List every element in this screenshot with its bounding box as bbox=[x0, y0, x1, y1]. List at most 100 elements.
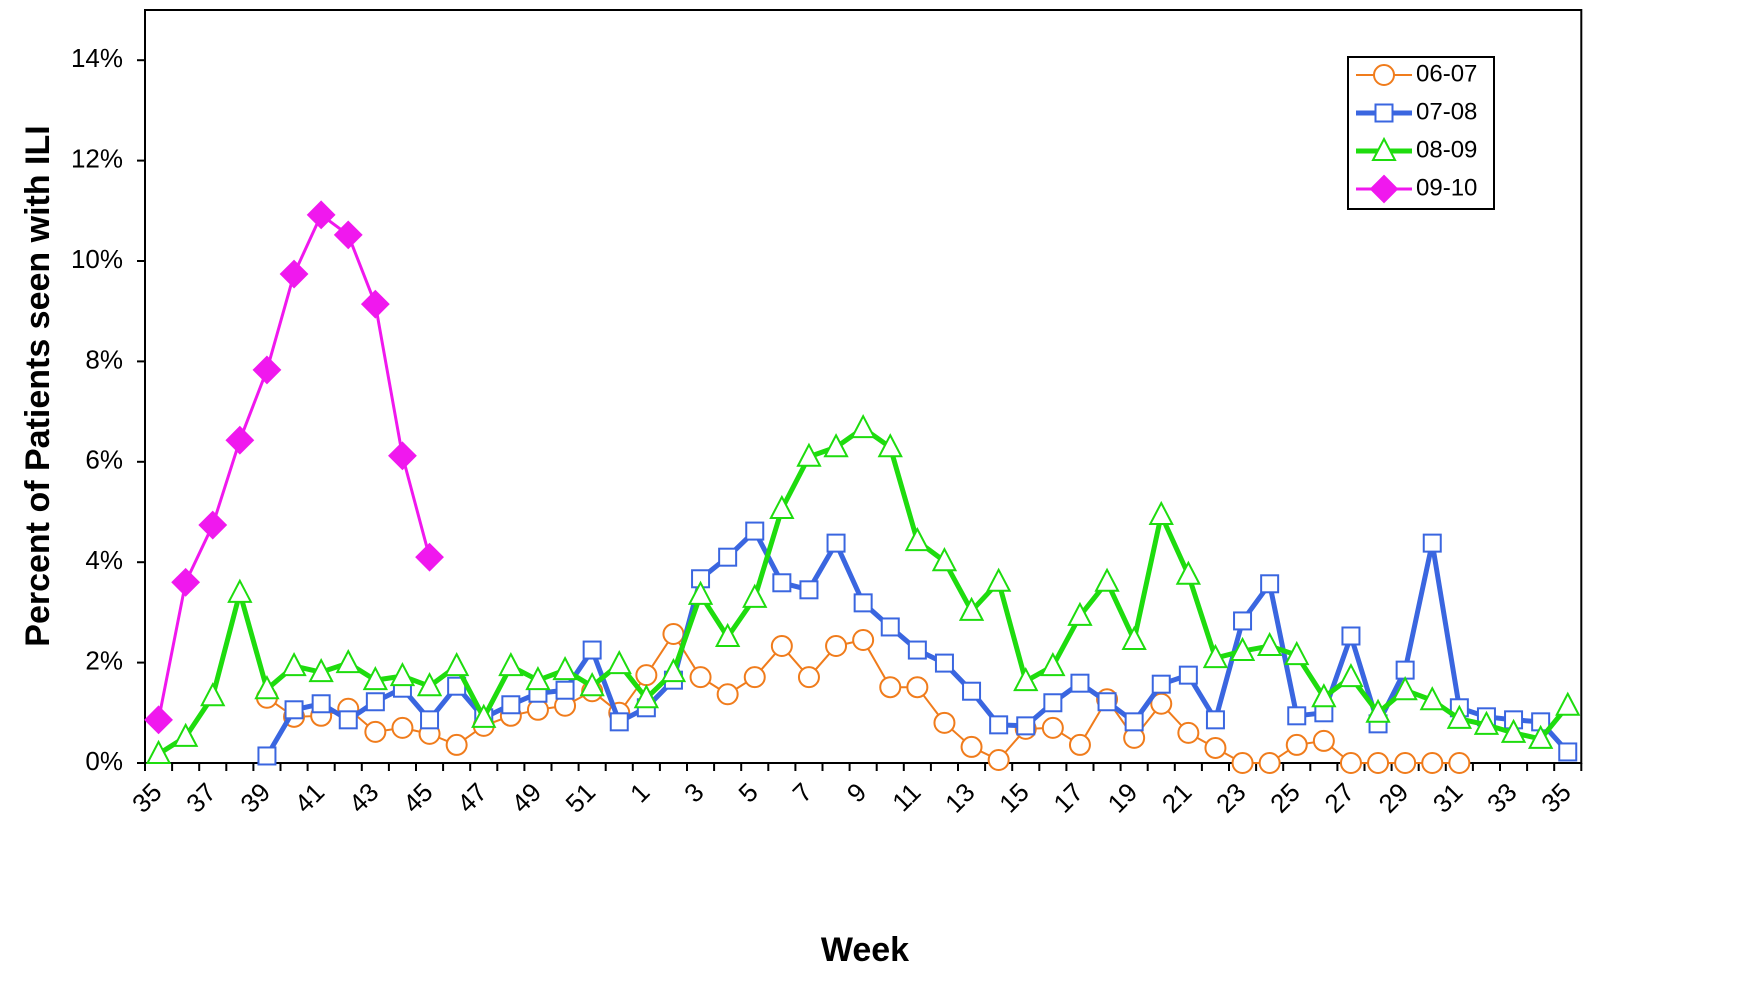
marker bbox=[555, 680, 575, 700]
marker bbox=[769, 494, 795, 519]
x-tick-label: 51 bbox=[560, 777, 602, 819]
x-tick-label: 9 bbox=[841, 777, 872, 808]
marker bbox=[880, 617, 900, 637]
marker bbox=[1121, 625, 1147, 651]
x-tick-label: 39 bbox=[234, 777, 276, 819]
legend-label: 06-07 bbox=[1416, 60, 1477, 87]
marker bbox=[1013, 667, 1039, 692]
marker bbox=[308, 657, 334, 683]
marker bbox=[799, 580, 819, 600]
marker bbox=[606, 649, 632, 675]
marker bbox=[714, 622, 741, 647]
marker bbox=[1041, 716, 1064, 739]
marker bbox=[365, 692, 385, 712]
marker bbox=[879, 676, 902, 699]
marker bbox=[1233, 611, 1253, 631]
marker bbox=[660, 657, 687, 683]
marker bbox=[1419, 686, 1445, 711]
marker bbox=[1287, 706, 1307, 726]
marker bbox=[1094, 567, 1120, 592]
marker bbox=[1555, 691, 1581, 716]
marker bbox=[934, 653, 954, 673]
marker bbox=[1339, 752, 1362, 774]
marker bbox=[770, 635, 793, 658]
marker bbox=[907, 640, 927, 660]
x-axis-title: Week bbox=[821, 931, 909, 969]
marker bbox=[797, 666, 820, 689]
marker bbox=[1040, 651, 1066, 677]
x-tick-label: 21 bbox=[1156, 777, 1198, 819]
marker bbox=[144, 705, 173, 735]
marker bbox=[933, 711, 956, 734]
marker bbox=[1258, 752, 1281, 774]
y-tick-label: 14% bbox=[71, 43, 123, 73]
marker bbox=[391, 716, 414, 739]
marker bbox=[1151, 674, 1171, 694]
legend-marker bbox=[1371, 136, 1397, 161]
marker bbox=[689, 666, 712, 689]
marker bbox=[1067, 601, 1093, 626]
marker bbox=[362, 666, 389, 691]
y-axis-title: Percent of Patients seen with ILI bbox=[19, 125, 57, 646]
marker bbox=[416, 672, 443, 697]
marker bbox=[609, 712, 629, 732]
marker bbox=[1558, 742, 1578, 762]
marker bbox=[772, 573, 792, 593]
x-tick-label: 11 bbox=[886, 777, 926, 817]
marker bbox=[525, 666, 551, 691]
marker bbox=[526, 698, 549, 721]
marker bbox=[1500, 718, 1527, 743]
marker bbox=[579, 672, 605, 697]
marker bbox=[850, 414, 876, 439]
marker bbox=[1392, 676, 1418, 701]
marker bbox=[1338, 663, 1364, 688]
marker bbox=[335, 648, 361, 674]
x-tick-label: 33 bbox=[1481, 777, 1523, 819]
marker bbox=[1365, 698, 1391, 723]
marker bbox=[743, 666, 766, 689]
marker bbox=[1446, 704, 1473, 729]
marker bbox=[1448, 752, 1471, 774]
x-tick-label: 19 bbox=[1102, 777, 1144, 819]
marker bbox=[1205, 710, 1225, 730]
marker bbox=[985, 567, 1012, 592]
x-tick-label: 23 bbox=[1210, 777, 1252, 819]
y-tick-label: 8% bbox=[85, 344, 123, 374]
marker bbox=[1148, 500, 1174, 526]
x-tick-label: 3 bbox=[678, 777, 709, 808]
marker bbox=[989, 715, 1009, 735]
marker bbox=[225, 425, 255, 455]
marker bbox=[877, 433, 903, 458]
marker bbox=[445, 733, 468, 756]
marker bbox=[687, 580, 714, 605]
x-tick-label: 47 bbox=[451, 777, 493, 819]
marker bbox=[742, 583, 768, 608]
marker bbox=[200, 682, 226, 707]
y-tick-label: 2% bbox=[85, 645, 123, 675]
y-tick-label: 0% bbox=[85, 746, 123, 776]
legend-marker bbox=[1374, 103, 1394, 123]
marker bbox=[364, 720, 387, 743]
marker bbox=[252, 355, 282, 385]
marker bbox=[338, 710, 358, 730]
marker bbox=[633, 684, 660, 709]
legend-box bbox=[1347, 56, 1495, 210]
marker bbox=[1284, 640, 1310, 666]
marker bbox=[1231, 752, 1254, 774]
marker bbox=[281, 651, 307, 677]
x-tick-label: 13 bbox=[939, 777, 981, 819]
marker bbox=[796, 442, 822, 467]
y-tick-label: 12% bbox=[71, 143, 123, 173]
x-tick-label: 49 bbox=[505, 777, 547, 819]
x-tick-label: 1 bbox=[624, 777, 655, 808]
marker bbox=[852, 629, 875, 652]
marker bbox=[1178, 665, 1198, 685]
marker bbox=[254, 675, 280, 700]
marker bbox=[1256, 631, 1283, 657]
marker bbox=[1285, 733, 1308, 756]
marker bbox=[172, 722, 199, 747]
marker bbox=[1016, 716, 1036, 736]
marker bbox=[1367, 752, 1390, 774]
